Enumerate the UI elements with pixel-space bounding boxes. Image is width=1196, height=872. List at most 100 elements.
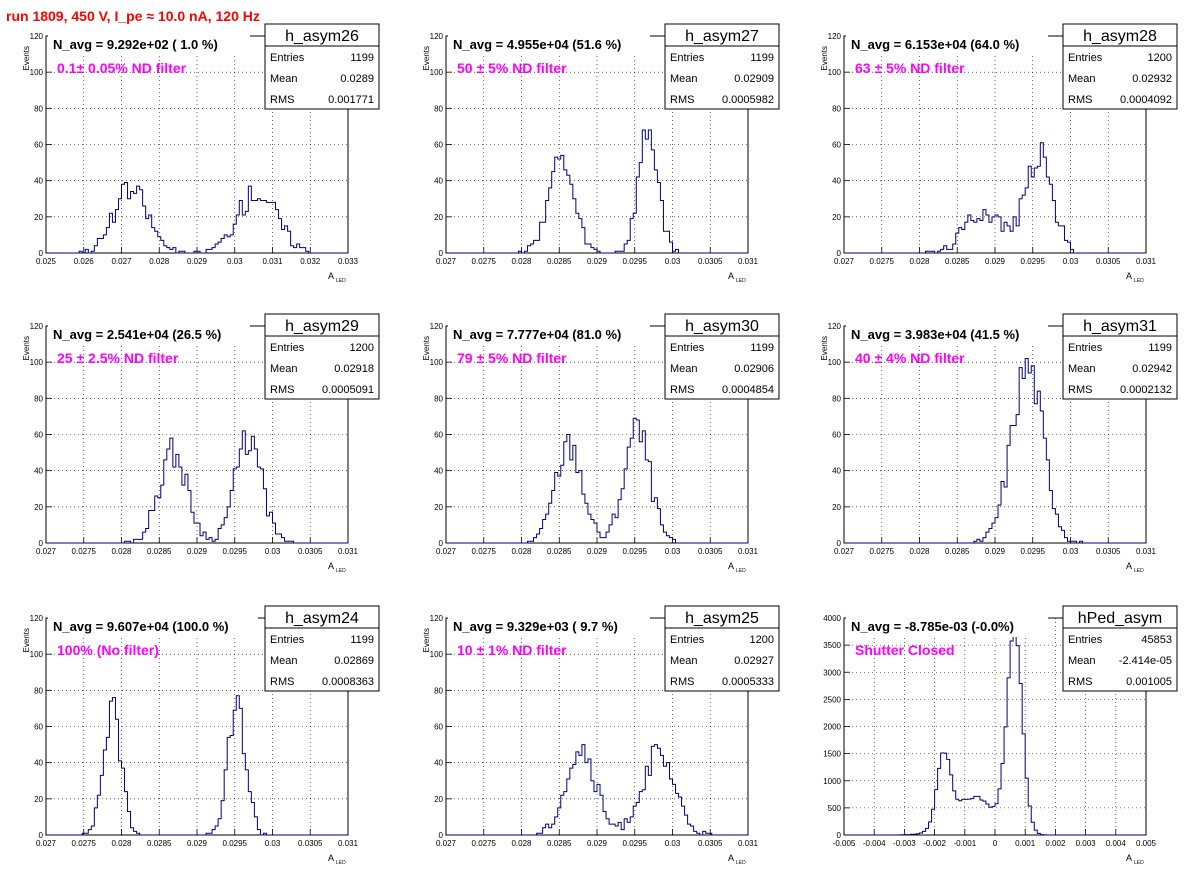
x-tick-label: 0.029 (187, 547, 208, 556)
stats-key: Entries (1068, 634, 1103, 646)
y-axis-label: Events (422, 46, 431, 70)
y-tick-label: 100 (430, 68, 444, 77)
histogram-line (46, 181, 348, 254)
stats-value: 0.001771 (328, 94, 374, 106)
stats-box (664, 605, 780, 692)
stats-key: RMS (1068, 676, 1092, 688)
stats-key: Mean (270, 363, 298, 375)
stats-value: 0.0005333 (722, 676, 774, 688)
histogram-name: h_asym30 (685, 318, 759, 335)
stats-key: Entries (270, 342, 305, 354)
x-tick-label: 0.027 (111, 257, 132, 266)
stats-key: Mean (670, 655, 698, 667)
histogram-line (844, 629, 1146, 836)
stats-key: RMS (270, 676, 294, 688)
x-tick-label: 0.028 (511, 839, 532, 848)
y-tick-label: 100 (430, 650, 444, 659)
x-tick-label: 0.0275 (870, 257, 895, 266)
stats-box (1062, 23, 1178, 110)
y-axis-label: Events (422, 336, 431, 360)
histogram-pad-h_asym31: 0.027 0.0275 0.028 0.0285 0.029 0.0295 0.03 0.0… (820, 313, 1178, 574)
x-tick-label: 0.0275 (472, 547, 497, 556)
y-axis-label: Events (22, 336, 31, 360)
x-tick-label: 0.03 (665, 257, 681, 266)
y-tick-label: 40 (434, 759, 443, 768)
stats-key: Entries (270, 634, 305, 646)
x-tick-label: 0.0295 (623, 839, 648, 848)
x-axis-label-sub: LED (736, 278, 746, 284)
histogram-pad-h_asym24: 0.027 0.0275 0.028 0.0285 0.029 0.0295 0.03 0.0… (22, 605, 380, 866)
y-tick-label: 0 (439, 539, 444, 548)
histogram-name: h_asym28 (1083, 28, 1157, 45)
stats-key: RMS (670, 94, 694, 106)
histogram-title: N_avg = 6.153e+04 (64.0 %) (851, 37, 1019, 52)
x-tick-label: 0.029 (985, 257, 1006, 266)
y-tick-label: 0 (39, 831, 44, 840)
histogram-line (446, 417, 748, 544)
stats-value: 0.0008363 (322, 676, 374, 688)
y-tick-label: 100 (430, 358, 444, 367)
x-tick-label: 0.031 (262, 257, 283, 266)
title-box (48, 617, 258, 637)
histogram-title: N_avg = 2.541e+04 (26.5 %) (53, 327, 221, 342)
stats-value: -2.414e-05 (1119, 655, 1172, 667)
y-tick-label: 120 (30, 32, 44, 41)
histogram-line (844, 358, 1146, 544)
y-tick-label: 40 (34, 177, 43, 186)
y-tick-label: 60 (832, 141, 841, 150)
y-tick-label: 1500 (823, 750, 841, 759)
x-tick-label: 0.0275 (870, 547, 895, 556)
stats-box (264, 605, 380, 692)
x-tick-label: 0.03 (665, 547, 681, 556)
x-tick-label: 0.028 (909, 547, 930, 556)
x-tick-label: 0 (993, 839, 998, 848)
stats-key: Mean (1068, 655, 1096, 667)
x-tick-label: 0.028 (149, 257, 170, 266)
histogram-name: h_asym24 (285, 610, 359, 627)
x-axis-label-sub: LED (336, 568, 346, 574)
histogram-pad-h_asym30: 0.027 0.0275 0.028 0.0285 0.029 0.0295 0.03 0.0… (422, 313, 780, 574)
x-tick-label: 0.029 (187, 839, 208, 848)
title-box (448, 617, 650, 637)
filter-annotation: 50 ± 5% ND filter (457, 60, 567, 76)
y-tick-label: 40 (434, 467, 443, 476)
y-tick-label: 0 (837, 831, 842, 840)
x-tick-label: 0.031 (338, 839, 359, 848)
y-tick-label: 4000 (823, 614, 841, 623)
histogram-title: N_avg = 4.955e+04 (51.6 %) (453, 37, 621, 52)
x-tick-label: 0.0285 (945, 547, 970, 556)
stats-value: 0.0002132 (1120, 384, 1172, 396)
histogram-title: N_avg = -8.785e-03 (-0.0%) (851, 619, 1014, 634)
stats-value: 1199 (350, 52, 374, 64)
x-tick-label: 0.004 (1106, 839, 1127, 848)
y-tick-label: 60 (434, 431, 443, 440)
x-tick-label: 0.025 (36, 257, 57, 266)
histogram-title: N_avg = 9.329e+03 ( 9.7 %) (453, 619, 618, 634)
stats-key: RMS (270, 384, 294, 396)
x-tick-label: 0.0275 (72, 547, 97, 556)
y-tick-label: 120 (30, 322, 44, 331)
x-axis-label-sub: LED (1134, 278, 1144, 284)
histogram-line (46, 430, 348, 544)
stats-key: RMS (1068, 94, 1092, 106)
stats-key: RMS (670, 676, 694, 688)
x-tick-label: 0.027 (834, 257, 855, 266)
stats-key: Entries (670, 634, 705, 646)
y-tick-label: 80 (434, 686, 443, 695)
y-tick-label: 80 (34, 394, 43, 403)
x-tick-label: 0.027 (436, 547, 457, 556)
x-tick-label: 0.032 (300, 257, 321, 266)
stats-box (664, 23, 780, 110)
title-box (846, 325, 1048, 345)
stats-value: 0.02927 (734, 655, 774, 667)
title-box (448, 35, 650, 55)
x-tick-label: 0.027 (834, 547, 855, 556)
y-tick-label: 60 (34, 723, 43, 732)
title-box (846, 35, 1048, 55)
histogram-pad-h_asym25: 0.027 0.0275 0.028 0.0285 0.029 0.0295 0.03 0.0… (422, 605, 780, 866)
y-tick-label: 20 (434, 503, 443, 512)
y-tick-label: 120 (30, 614, 44, 623)
stats-box (1062, 313, 1178, 400)
y-tick-label: 60 (34, 141, 43, 150)
